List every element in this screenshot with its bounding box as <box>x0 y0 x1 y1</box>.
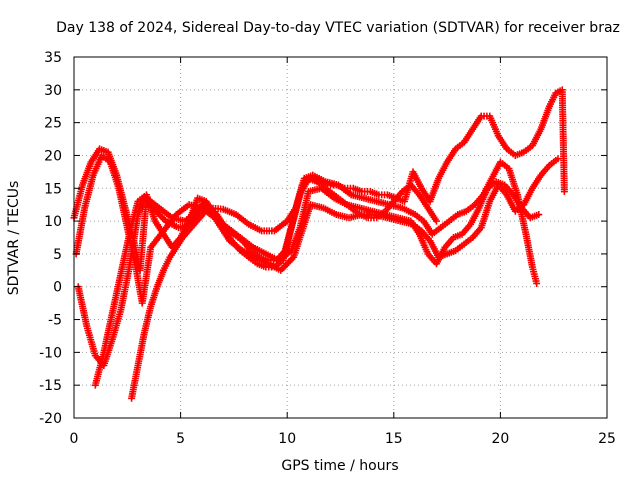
data-points <box>70 86 568 402</box>
axis-ticks <box>73 56 608 419</box>
y-tick-label: 20 <box>44 148 62 164</box>
y-tick-label: 25 <box>44 116 62 132</box>
y-tick-label: 10 <box>44 214 62 230</box>
y-tick-label: -5 <box>48 313 62 329</box>
y-tick-label: -10 <box>39 345 62 361</box>
x-tick-label: 10 <box>278 431 296 447</box>
y-tick-label: 5 <box>53 247 62 263</box>
x-tick-label: 25 <box>598 431 616 447</box>
data-point <box>533 279 541 287</box>
x-tick-label: 15 <box>385 431 403 447</box>
x-axis-label: GPS time / hours <box>281 458 398 474</box>
series-track-5 <box>128 86 568 402</box>
y-tick-label: 30 <box>44 83 62 99</box>
data-point <box>535 211 543 219</box>
y-tick-label: 15 <box>44 181 62 197</box>
y-tick-label: 0 <box>53 280 62 296</box>
y-tick-label: -15 <box>39 378 62 394</box>
y-tick-label: -20 <box>39 411 62 427</box>
x-tick-label: 20 <box>491 431 509 447</box>
tick-labels: 0 5 10 15 20 25 -20 -15 -10 -5 0 5 10 15 20 25 30 35 <box>39 50 616 447</box>
data-point <box>560 188 568 196</box>
chart-title: Day 138 of 2024, Sidereal Day-to-day VTE… <box>56 20 620 36</box>
x-tick-label: 5 <box>176 431 185 447</box>
y-axis-label: SDTVAR / TECUs <box>6 181 22 296</box>
plot-frame <box>73 56 608 419</box>
x-tick-label: 0 <box>70 431 79 447</box>
y-tick-label: 35 <box>44 50 62 66</box>
data-point <box>432 217 440 225</box>
